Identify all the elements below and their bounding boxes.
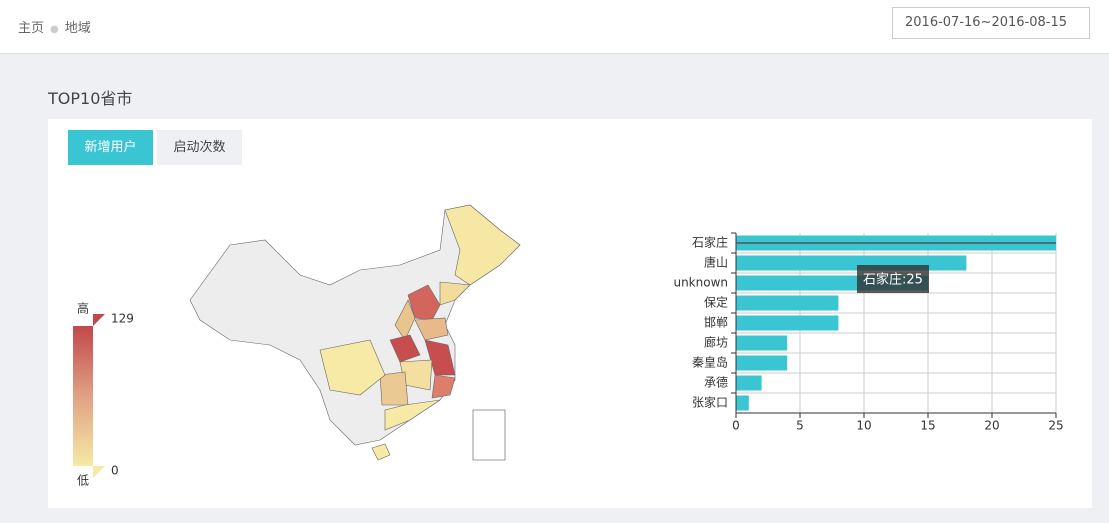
visual-map-handle[interactable] bbox=[93, 466, 105, 478]
y-tick-label: 唐山 bbox=[704, 255, 728, 270]
top-bar: 主页 ● 地域 2016-07-16~2016-08-15 bbox=[0, 0, 1109, 54]
crumb-link[interactable]: 主页 bbox=[18, 21, 45, 36]
x-tick-label: 5 bbox=[796, 419, 804, 433]
bar bbox=[736, 355, 788, 371]
y-tick-label: unknown bbox=[673, 276, 728, 290]
visual-map-min: 0 bbox=[111, 464, 119, 478]
y-tick-label: 廊坊 bbox=[704, 335, 728, 350]
map-province[interactable] bbox=[407, 284, 441, 321]
visual-map-bar bbox=[73, 326, 93, 466]
y-tick-label: 保定 bbox=[704, 295, 728, 310]
y-tick-label: 承德 bbox=[704, 375, 728, 390]
bar bbox=[736, 395, 749, 411]
visual-map-max: 129 bbox=[111, 312, 134, 326]
bar bbox=[736, 375, 762, 391]
x-tick-label: 10 bbox=[856, 419, 871, 433]
breadcrumb: 主页 ● 地域 bbox=[18, 21, 91, 36]
x-tick-label: 0 bbox=[732, 419, 740, 433]
visual-map-low: 低 bbox=[77, 474, 89, 488]
date-picker[interactable]: 2016-07-16~2016-08-15 bbox=[892, 7, 1090, 39]
map-province[interactable] bbox=[384, 399, 441, 431]
tab[interactable]: 启动次数 bbox=[157, 130, 242, 165]
x-tick-label: 20 bbox=[984, 419, 999, 433]
crumb-current: 地域 bbox=[64, 21, 91, 36]
map-province[interactable] bbox=[431, 374, 456, 399]
map-province[interactable] bbox=[379, 371, 409, 406]
map-province[interactable] bbox=[371, 443, 391, 461]
map-province[interactable] bbox=[389, 334, 421, 363]
y-tick-label: 邯郸 bbox=[704, 315, 728, 330]
bar bbox=[736, 295, 839, 311]
tab-active[interactable]: 新增用户 bbox=[68, 130, 153, 165]
x-tick-label: 25 bbox=[1048, 419, 1063, 433]
map-province[interactable] bbox=[444, 204, 521, 286]
bar bbox=[736, 255, 967, 271]
x-tick-label: 15 bbox=[920, 419, 935, 433]
y-tick-label: 张家口 bbox=[692, 395, 728, 410]
tooltip: 石家庄:25 bbox=[863, 272, 923, 288]
section-title: TOP10省市 bbox=[48, 89, 133, 108]
visual-map-high: 高 bbox=[77, 301, 89, 316]
map-province[interactable] bbox=[414, 317, 449, 341]
y-tick-label: 石家庄 bbox=[692, 235, 728, 250]
map bbox=[189, 204, 521, 461]
bar bbox=[736, 315, 839, 331]
tooltip-bg bbox=[857, 265, 929, 293]
map-province[interactable] bbox=[439, 281, 471, 306]
map-province[interactable] bbox=[319, 339, 386, 396]
map-inset bbox=[472, 409, 506, 461]
visual-map-handle[interactable] bbox=[93, 314, 105, 326]
y-tick-label: 秦皇岛 bbox=[692, 355, 728, 370]
bar bbox=[736, 335, 788, 351]
